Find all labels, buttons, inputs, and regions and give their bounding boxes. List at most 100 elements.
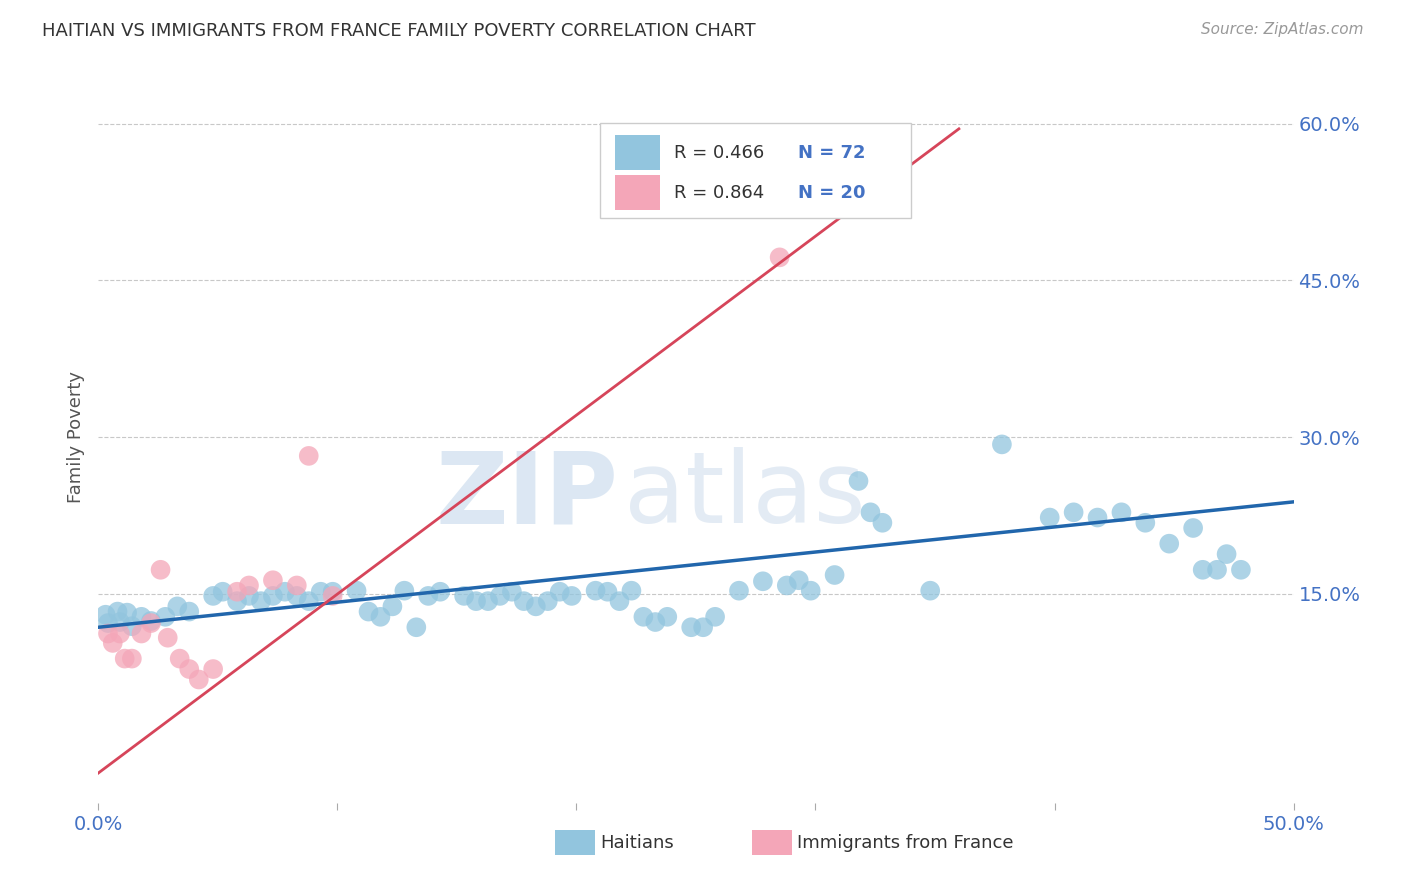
Point <box>262 589 284 603</box>
Point <box>97 616 120 631</box>
Point <box>381 599 404 614</box>
Point <box>752 574 775 589</box>
Point <box>405 620 427 634</box>
Point <box>585 583 607 598</box>
Text: N = 20: N = 20 <box>797 184 865 202</box>
Point <box>1182 521 1205 535</box>
Point <box>211 584 233 599</box>
Point <box>429 584 451 599</box>
Point <box>596 584 619 599</box>
Point <box>477 594 499 608</box>
Text: R = 0.864: R = 0.864 <box>675 184 765 202</box>
Point <box>202 662 225 676</box>
Point <box>97 626 120 640</box>
Point <box>298 449 321 463</box>
Text: ZIP: ZIP <box>436 447 619 544</box>
Point <box>1087 510 1109 524</box>
Text: Source: ZipAtlas.com: Source: ZipAtlas.com <box>1201 22 1364 37</box>
Point <box>357 605 380 619</box>
Point <box>155 609 177 624</box>
Point <box>1159 536 1181 550</box>
Point <box>250 594 273 608</box>
Point <box>609 594 631 608</box>
Point <box>787 573 810 587</box>
Point <box>620 583 643 598</box>
Point <box>728 583 751 598</box>
Point <box>139 616 162 631</box>
Point <box>991 437 1014 451</box>
Point <box>107 605 129 619</box>
Point <box>322 584 344 599</box>
Point <box>692 620 714 634</box>
Point <box>1206 563 1229 577</box>
Point <box>872 516 894 530</box>
Point <box>657 609 679 624</box>
Point <box>394 583 416 598</box>
Point <box>1111 505 1133 519</box>
Point <box>238 589 260 603</box>
Point <box>776 578 799 592</box>
Text: HAITIAN VS IMMIGRANTS FROM FRANCE FAMILY POVERTY CORRELATION CHART: HAITIAN VS IMMIGRANTS FROM FRANCE FAMILY… <box>42 22 756 40</box>
Point <box>548 584 571 599</box>
Point <box>370 609 392 624</box>
Point <box>285 589 308 603</box>
Point <box>800 583 823 598</box>
Point <box>298 594 321 608</box>
Point <box>859 505 882 519</box>
Point <box>121 619 143 633</box>
Point <box>179 605 201 619</box>
Point <box>309 584 332 599</box>
Point <box>262 573 284 587</box>
Point <box>1135 516 1157 530</box>
Point <box>920 583 942 598</box>
Point <box>108 626 131 640</box>
Text: R = 0.466: R = 0.466 <box>675 144 765 161</box>
Point <box>489 589 512 603</box>
Point <box>139 614 162 628</box>
Point <box>537 594 560 608</box>
Point <box>633 609 655 624</box>
Point <box>156 631 179 645</box>
Point <box>524 599 547 614</box>
Point <box>187 673 209 687</box>
Point <box>681 620 703 634</box>
Point <box>121 651 143 665</box>
Point <box>768 251 790 265</box>
Point <box>1191 563 1213 577</box>
Point <box>1230 563 1253 577</box>
Point <box>453 589 475 603</box>
Point <box>101 636 124 650</box>
Point <box>704 609 727 624</box>
Point <box>108 615 131 629</box>
Text: atlas: atlas <box>624 447 866 544</box>
Bar <box>614 175 661 211</box>
Point <box>561 589 583 603</box>
Point <box>1215 547 1237 561</box>
Text: Haitians: Haitians <box>600 834 673 852</box>
Bar <box>614 135 661 170</box>
Text: N = 72: N = 72 <box>797 144 865 161</box>
Point <box>179 662 201 676</box>
Point <box>226 594 249 608</box>
Point <box>848 474 870 488</box>
Point <box>1039 510 1062 524</box>
Point <box>202 589 225 603</box>
Point <box>226 584 249 599</box>
Point <box>115 606 138 620</box>
Point <box>238 578 260 592</box>
Point <box>131 609 153 624</box>
Point <box>114 651 136 665</box>
FancyBboxPatch shape <box>600 122 911 218</box>
Point <box>94 607 117 622</box>
Point <box>644 615 666 629</box>
Point <box>166 599 188 614</box>
Point <box>1063 505 1085 519</box>
Point <box>501 584 523 599</box>
Point <box>346 583 368 598</box>
Point <box>322 589 344 603</box>
Point <box>418 589 440 603</box>
Point <box>131 626 153 640</box>
Point <box>274 584 297 599</box>
Point <box>285 578 308 592</box>
Point <box>169 651 191 665</box>
